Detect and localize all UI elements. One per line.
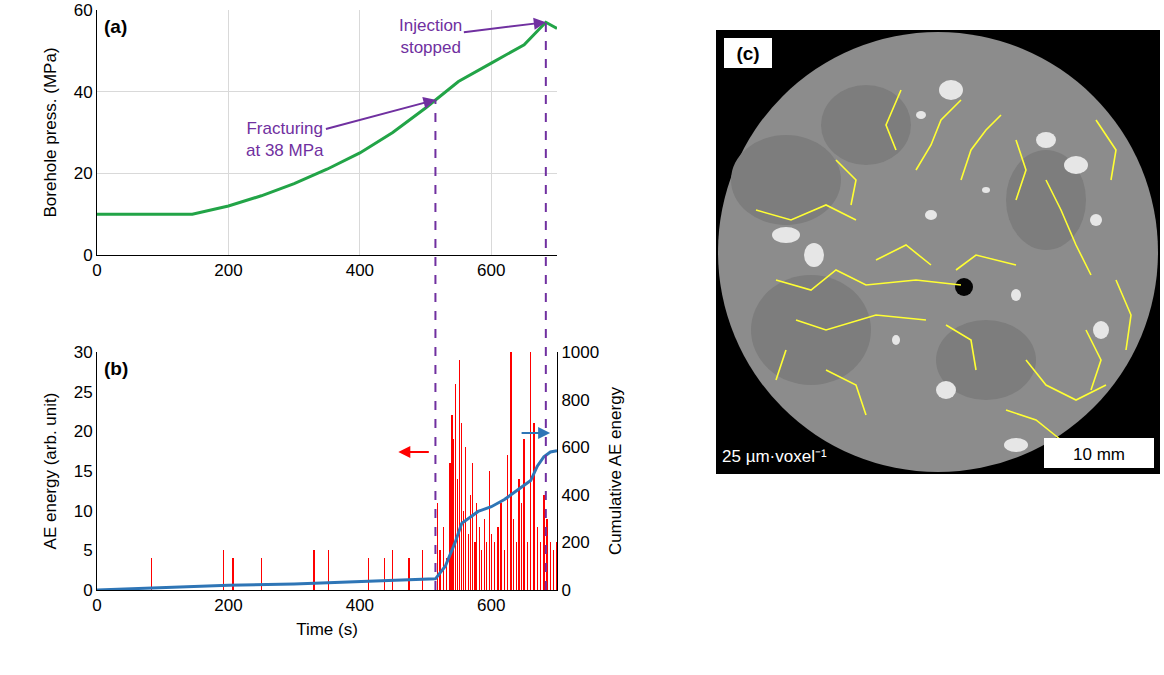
svg-text:25 µm·voxel⁻¹: 25 µm·voxel⁻¹ xyxy=(722,447,827,466)
svg-text:Injectionstopped: Injectionstopped xyxy=(399,16,462,57)
svg-text:30: 30 xyxy=(74,343,93,362)
svg-text:400: 400 xyxy=(346,261,374,280)
svg-text:0: 0 xyxy=(92,261,101,280)
svg-text:1000: 1000 xyxy=(561,343,599,362)
svg-text:(b): (b) xyxy=(104,358,128,379)
svg-text:10 mm: 10 mm xyxy=(1073,445,1125,464)
svg-text:5: 5 xyxy=(83,541,92,560)
svg-text:25: 25 xyxy=(74,383,93,402)
svg-text:400: 400 xyxy=(561,486,589,505)
svg-text:60: 60 xyxy=(74,1,93,20)
svg-text:20: 20 xyxy=(74,164,93,183)
svg-text:400: 400 xyxy=(346,596,374,615)
svg-text:600: 600 xyxy=(561,438,589,457)
svg-text:600: 600 xyxy=(477,596,505,615)
svg-text:0: 0 xyxy=(83,246,92,265)
svg-text:15: 15 xyxy=(74,462,93,481)
svg-text:40: 40 xyxy=(74,83,93,102)
svg-text:10: 10 xyxy=(74,502,93,521)
svg-text:0: 0 xyxy=(92,596,101,615)
svg-text:200: 200 xyxy=(214,596,242,615)
svg-text:0: 0 xyxy=(83,581,92,600)
svg-text:600: 600 xyxy=(477,261,505,280)
svg-text:Borehole press. (MPa): Borehole press. (MPa) xyxy=(41,47,60,217)
svg-text:(c): (c) xyxy=(736,43,759,64)
svg-text:800: 800 xyxy=(561,391,589,410)
svg-text:Fracturingat 38 MPa: Fracturingat 38 MPa xyxy=(246,119,324,160)
svg-text:200: 200 xyxy=(214,261,242,280)
svg-text:20: 20 xyxy=(74,422,93,441)
svg-text:Cumulative AE energy: Cumulative AE energy xyxy=(606,386,625,555)
svg-text:(a): (a) xyxy=(104,16,127,37)
svg-text:0: 0 xyxy=(561,581,570,600)
svg-text:Time (s): Time (s) xyxy=(296,620,358,639)
svg-text:200: 200 xyxy=(561,533,589,552)
svg-text:AE energy (arb. unit): AE energy (arb. unit) xyxy=(41,393,60,550)
